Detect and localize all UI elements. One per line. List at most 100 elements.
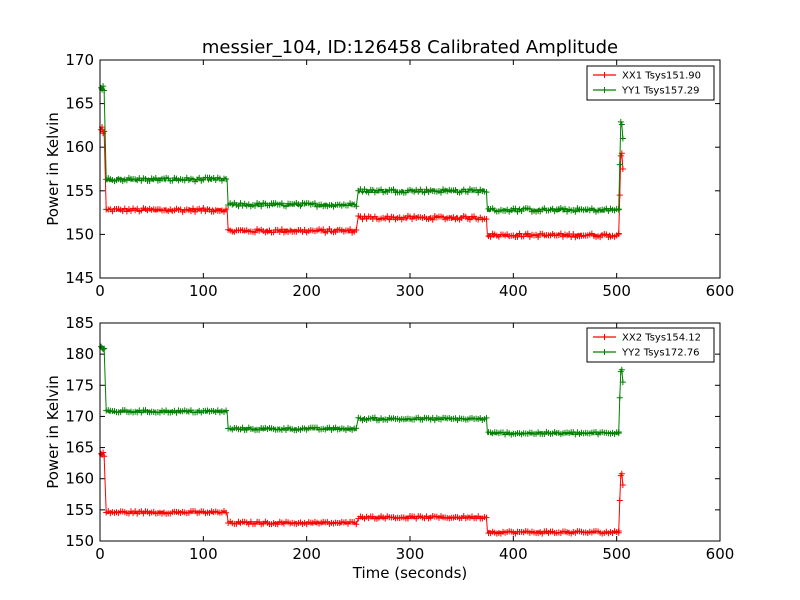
- data-point: [535, 234, 542, 241]
- y-tick-label: 175: [65, 376, 94, 394]
- data-point: [483, 216, 490, 223]
- top-legend-box: [586, 65, 715, 101]
- x-tick-label: 600: [706, 282, 735, 300]
- data-point: [464, 189, 471, 196]
- legend-label-yy1: YY1 Tsys157.29: [621, 86, 700, 97]
- data-point: [618, 366, 625, 373]
- x-tick-label: 100: [189, 545, 218, 563]
- data-point: [223, 175, 230, 182]
- bottom-legend: XX2 Tsys154.12 YY2 Tsys172.76: [586, 327, 715, 363]
- x-tick-label: 100: [189, 282, 218, 300]
- data-point: [359, 216, 366, 223]
- data-point: [438, 189, 444, 196]
- y-tick-label: 155: [65, 182, 94, 200]
- data-point: [572, 208, 579, 215]
- data-point: [223, 407, 230, 414]
- data-point: [429, 216, 436, 223]
- top-y-axis-label: Power in Kelvin: [44, 112, 62, 226]
- data-point: [619, 135, 626, 142]
- legend-marker-xx1: [601, 72, 608, 78]
- data-point: [616, 394, 623, 401]
- data-point: [390, 186, 397, 193]
- x-tick-label: 0: [95, 282, 105, 300]
- x-tick-label: 200: [292, 545, 321, 563]
- x-tick-label: 400: [499, 282, 528, 300]
- legend-marker-yy2: [601, 349, 608, 355]
- y-tick-label: 150: [65, 532, 94, 550]
- data-point: [557, 230, 564, 237]
- data-point: [101, 345, 108, 352]
- top-plot-frame: [99, 59, 721, 279]
- data-point: [190, 205, 196, 212]
- bottom-subplot: 0 100 200 300 400 500 600 150 155 160 165 170 175 180…: [44, 314, 734, 582]
- chart-title: messier_104, ID:126458 Calibrated Amplit…: [202, 37, 618, 58]
- data-point: [353, 227, 360, 234]
- x-tick-label: 300: [396, 545, 425, 563]
- data-point: [100, 83, 107, 90]
- bottom-x-axis-label: Time (seconds): [352, 564, 468, 582]
- data-point: [483, 414, 490, 421]
- bottom-legend-box: [586, 327, 715, 363]
- data-point: [615, 429, 622, 435]
- data-point: [475, 189, 482, 196]
- data-point: [223, 509, 230, 516]
- y-tick-label: 180: [65, 345, 94, 363]
- x-tick-label: 300: [396, 282, 425, 300]
- data-point: [618, 470, 625, 477]
- series-xx2: [98, 449, 626, 537]
- data-point: [100, 346, 107, 353]
- data-point: [278, 226, 285, 233]
- y-tick-label: 185: [65, 314, 94, 332]
- y-tick-label: 170: [65, 51, 94, 69]
- data-point: [618, 121, 625, 128]
- data-point: [570, 230, 577, 237]
- data-point: [101, 453, 108, 460]
- y-tick-label: 160: [65, 470, 94, 488]
- data-point: [483, 189, 490, 196]
- data-point: [100, 449, 107, 456]
- y-tick-label: 150: [65, 225, 94, 243]
- data-point: [353, 203, 360, 210]
- series-yy1: [98, 83, 626, 215]
- x-tick-label: 200: [292, 282, 321, 300]
- x-tick-label: 600: [706, 545, 735, 563]
- data-point: [200, 205, 207, 212]
- data-point: [619, 379, 626, 386]
- legend-label-yy2: YY2 Tsys172.76: [621, 348, 700, 359]
- data-point: [353, 521, 360, 528]
- data-point: [616, 161, 623, 168]
- data-point: [223, 206, 230, 213]
- data-point: [101, 87, 108, 94]
- data-point: [320, 226, 327, 233]
- legend-label-xx1: XX1 Tsys151.90: [622, 71, 701, 82]
- y-tick-label: 155: [65, 501, 94, 519]
- y-tick-label: 165: [65, 439, 94, 457]
- data-point: [619, 481, 626, 488]
- bottom-y-axis-label: Power in Kelvin: [44, 375, 62, 489]
- data-point: [512, 205, 519, 212]
- legend-marker-yy1: [601, 87, 608, 93]
- y-tick-label: 170: [65, 407, 94, 425]
- data-point: [483, 514, 490, 521]
- data-point: [252, 229, 258, 236]
- top-axes: 0 100 200 300 400 500 600 145 150 155 160 165 170: [65, 51, 734, 300]
- data-point: [617, 118, 624, 125]
- data-point: [615, 230, 622, 237]
- data-point: [617, 152, 624, 159]
- data-point: [524, 230, 531, 237]
- y-tick-label: 160: [65, 138, 94, 156]
- bottom-axes: 0 100 200 300 400 500 600 150 155 160 165 170 175 180…: [65, 314, 734, 563]
- x-tick-label: 500: [602, 282, 631, 300]
- x-tick-label: 0: [95, 545, 105, 563]
- data-point: [311, 200, 318, 207]
- bottom-plot-frame: [99, 322, 721, 542]
- data-point: [615, 206, 622, 213]
- top-legend: XX1 Tsys151.90 YY1 Tsys157.29: [586, 65, 715, 101]
- data-point: [616, 192, 623, 199]
- data-point: [347, 226, 354, 233]
- data-point: [421, 189, 428, 196]
- data-point: [487, 233, 494, 240]
- data-point: [98, 126, 105, 133]
- data-point: [466, 216, 473, 223]
